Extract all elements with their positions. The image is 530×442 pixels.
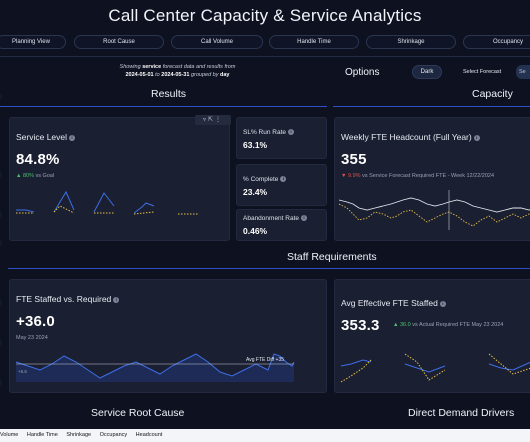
fte-headcount-chart (338, 190, 530, 230)
tab-handle-time[interactable]: Handle Time (269, 35, 359, 49)
forecast-note: Showing service forecast data and result… (119, 64, 236, 78)
side-handle[interactable] (0, 300, 2, 306)
service-level-value: 84.8% (16, 151, 60, 168)
staff-underline (8, 268, 530, 269)
series-area (16, 354, 294, 382)
capacity-underline (333, 106, 530, 107)
fte-staffed-date: May 23 2024 (16, 335, 48, 341)
expand-icon[interactable]: ⇱ (207, 117, 216, 123)
service-level-card: Service Level i 84.8% ▲ 80% vs Goal (9, 117, 230, 241)
page-tab-headcount[interactable]: Headcount (135, 432, 163, 438)
sparkline-actual (404, 363, 446, 373)
fte-staffed-chart: Avg FTE Diff +35 +6.6 (15, 353, 295, 382)
series-line (15, 353, 295, 379)
sparkline-forecast (404, 353, 446, 381)
side-handle[interactable] (0, 380, 2, 386)
info-icon[interactable]: i (301, 215, 308, 221)
kpi-title: Abandonment Rate i (243, 215, 308, 222)
fte-staffed-card: FTE Staffed vs. Required i +36.0 May 23 2… (9, 279, 327, 393)
info-icon[interactable]: i (113, 297, 120, 303)
visual-toolbar: ▿⇱⋮ (195, 115, 231, 125)
page-tab-shrinkage[interactable]: Shrinkage (66, 432, 92, 438)
info-icon[interactable]: i (473, 135, 480, 141)
avg-label: Avg FTE Diff +35 (246, 357, 284, 363)
tab-bar: Planning View Root Cause Call Volume Han… (0, 35, 530, 49)
theme-toggle-button[interactable]: Dark (412, 65, 442, 79)
kpi-title: SL% Run Rate i (243, 129, 294, 136)
avg-effective-delta: ▲ 36.0 vs Actual Required FTE May 23 202… (393, 322, 504, 328)
page-tab-occupancy[interactable]: Occupancy (99, 432, 128, 438)
service-level-sparklines (16, 190, 198, 215)
axis-label: +6.6 (18, 369, 27, 374)
sparkline-forecast (488, 353, 530, 375)
kpi-title: % Complete i (243, 176, 287, 183)
tab-root-cause[interactable]: Root Cause (74, 35, 164, 49)
series-forecast-line (338, 203, 530, 227)
fte-headcount-card: Weekly FTE Headcount (Full Year) i 355 ▼ … (334, 117, 530, 241)
section-results: Results (151, 88, 187, 100)
filter-icon[interactable]: ▿ (202, 117, 208, 123)
sparkline-actual (16, 209, 35, 213)
kpi-card-complete: % Complete i 23.4% (236, 164, 327, 206)
avg-effective-sparklines (340, 353, 530, 383)
sparkline-actual (340, 359, 372, 367)
trend-down-icon: ▼ (341, 173, 347, 179)
side-handle[interactable] (0, 212, 2, 218)
kpi-value: 0.46% (243, 226, 268, 236)
fte-headcount-title: Weekly FTE Headcount (Full Year) i (341, 132, 480, 142)
section-staff-requirements: Staff Requirements (287, 251, 377, 263)
kpi-card-run-rate: SL% Run Rate i 63.1% (236, 117, 327, 159)
trend-up-icon: ▲ (16, 173, 22, 179)
sparkline-forecast (53, 205, 75, 214)
tab-occupancy[interactable]: Occupancy (463, 35, 530, 49)
trend-up-icon: ▲ (393, 322, 399, 328)
report-page-tabs: Volume Handle Time Shrinkage Occupancy H… (0, 429, 530, 442)
page-tab-volume[interactable]: Volume (0, 432, 19, 438)
side-handle[interactable] (0, 94, 2, 100)
kpi-value: 63.1% (243, 140, 268, 150)
sparkline-actual (133, 202, 155, 214)
tab-planning-view[interactable]: Planning View (0, 35, 66, 49)
select-forecast-label: Select Forecast (463, 69, 502, 75)
page-title: Call Center Capacity & Service Analytics (108, 6, 422, 25)
results-underline (0, 106, 327, 107)
select-forecast-dropdown[interactable]: Se (516, 65, 530, 79)
page-tab-handle-time[interactable]: Handle Time (26, 432, 58, 438)
side-handle[interactable] (0, 340, 2, 346)
sparkline-forecast (133, 211, 155, 215)
fte-headcount-value: 355 (341, 151, 367, 168)
fte-staffed-title: FTE Staffed vs. Required i (16, 294, 120, 304)
info-icon[interactable]: i (439, 301, 446, 307)
fte-headcount-delta: ▼ 9.9% vs Service Forecast Required FTE … (341, 173, 495, 179)
sparkline-forecast (340, 359, 372, 383)
info-icon[interactable]: i (69, 135, 76, 141)
side-handle[interactable] (0, 240, 2, 246)
tab-call-volume[interactable]: Call Volume (171, 35, 263, 49)
section-service-root-cause: Service Root Cause (91, 407, 185, 419)
fte-staffed-value: +36.0 (16, 313, 55, 330)
service-level-title: Service Level i (16, 132, 76, 142)
kpi-card-abandonment: Abandonment Rate i 0.46% (236, 209, 327, 241)
tab-shrinkage[interactable]: Shrinkage (366, 35, 456, 49)
sparkline-actual (488, 361, 530, 371)
avg-effective-card: Avg Effective FTE Staffed i 353.3 ▲ 36.0 … (334, 279, 530, 393)
avg-effective-title: Avg Effective FTE Staffed i (341, 298, 446, 308)
section-direct-demand-drivers: Direct Demand Drivers (408, 407, 515, 419)
sparkline-actual (53, 190, 75, 213)
avg-effective-value: 353.3 (341, 317, 380, 334)
info-icon[interactable]: i (280, 176, 287, 182)
series-actual-line (338, 197, 530, 213)
options-label: Options (345, 67, 380, 78)
info-icon[interactable]: i (288, 129, 294, 135)
kpi-value: 23.4% (243, 187, 268, 197)
header-divider (0, 56, 530, 57)
service-level-delta: ▲ 80% vs Goal (16, 173, 55, 179)
more-icon[interactable]: ⋮ (215, 117, 224, 123)
sparkline-actual (93, 192, 115, 213)
side-handle[interactable] (0, 172, 2, 178)
section-capacity: Capacity (472, 88, 513, 100)
